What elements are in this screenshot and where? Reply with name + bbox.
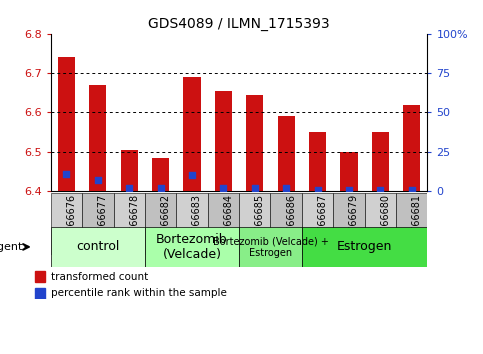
Bar [278,116,295,191]
Text: Bortezomib (Velcade) +
Estrogen: Bortezomib (Velcade) + Estrogen [213,236,328,258]
Bar [372,132,389,191]
Text: GSM766679: GSM766679 [349,194,359,253]
Bar [121,150,138,191]
Bar [341,152,357,191]
Bar [239,193,270,255]
Bar [89,85,106,191]
Bar [333,193,365,255]
Text: GSM766687: GSM766687 [318,194,327,253]
Point [377,187,384,193]
Text: GSM766678: GSM766678 [129,194,139,253]
Bar [82,193,114,255]
Title: GDS4089 / ILMN_1715393: GDS4089 / ILMN_1715393 [148,17,330,31]
Bar [176,193,208,255]
Point [345,187,353,193]
Bar [403,104,420,191]
Bar [239,227,302,267]
Bar [309,132,326,191]
Text: percentile rank within the sample: percentile rank within the sample [51,288,227,298]
Point [219,185,227,191]
Bar [396,193,427,255]
Bar [302,227,427,267]
Point [282,185,290,191]
Bar [51,193,82,255]
Text: GSM766677: GSM766677 [98,194,108,253]
Text: transformed count: transformed count [51,272,148,281]
Text: control: control [76,240,119,253]
Text: GSM766685: GSM766685 [255,194,265,253]
Text: GSM766683: GSM766683 [192,194,202,253]
Point [408,187,415,193]
Text: GSM766686: GSM766686 [286,194,296,253]
Point [188,172,196,178]
Bar [51,227,145,267]
Bar [302,193,333,255]
Bar [35,271,45,282]
Bar [208,193,239,255]
Bar [145,193,176,255]
Text: GSM766681: GSM766681 [412,194,422,253]
Text: Estrogen: Estrogen [337,240,392,253]
Point [126,185,133,191]
Point [156,185,164,191]
Bar [114,193,145,255]
Text: GSM766684: GSM766684 [223,194,233,253]
Bar [215,91,232,191]
Text: Bortezomib
(Velcade): Bortezomib (Velcade) [156,233,228,261]
Bar [152,159,169,191]
Bar [246,95,263,191]
Text: GSM766682: GSM766682 [160,194,170,253]
Point [314,187,322,193]
Bar [270,193,302,255]
Text: GSM766680: GSM766680 [381,194,390,253]
Point [94,177,101,183]
Text: GSM766676: GSM766676 [67,194,76,253]
Bar [145,227,239,267]
Bar [184,77,200,191]
Point [63,171,71,177]
Point [251,185,259,191]
Bar [58,57,75,191]
Text: agent: agent [0,242,22,252]
Bar [35,288,45,298]
Bar [365,193,396,255]
